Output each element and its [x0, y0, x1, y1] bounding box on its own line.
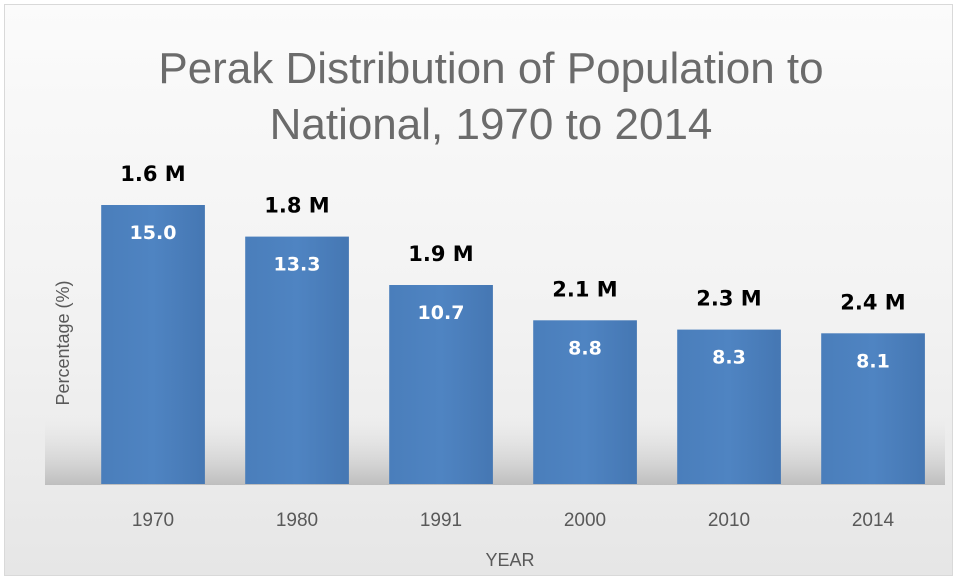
data-label-1970: 15.0: [130, 222, 177, 244]
x-tick-1991: 1991: [420, 510, 462, 531]
population-annotation-2010: 2.3 M: [696, 287, 761, 311]
data-label-2000: 8.8: [568, 337, 602, 359]
x-tick-1980: 1980: [276, 510, 318, 531]
x-tick-2010: 2010: [708, 510, 750, 531]
x-tick-2014: 2014: [852, 510, 895, 531]
chart-area: Perak Distribution of Population to Nati…: [4, 4, 953, 576]
bar-2014: [821, 333, 925, 484]
bar-chart: Perak Distribution of Population to Nati…: [45, 44, 945, 570]
chart-title-line-2: National, 1970 to 2014: [270, 100, 713, 149]
bars-group: 15.0 1.6 M 1970 13.3 1.8 M 1980 10.7 1.9 M 1991 8…: [101, 162, 925, 531]
bar-1970: [101, 205, 205, 484]
population-annotation-2014: 2.4 M: [840, 290, 905, 314]
bar-1980: [245, 236, 349, 484]
bar-2010: [677, 329, 781, 484]
x-axis-label: YEAR: [485, 550, 534, 570]
bar-1991: [389, 285, 493, 484]
data-label-1980: 13.3: [274, 254, 321, 276]
chart-title-line-1: Perak Distribution of Population to: [158, 44, 823, 93]
data-label-2010: 8.3: [712, 347, 746, 369]
y-axis-label: Percentage (%): [53, 280, 73, 405]
x-tick-1970: 1970: [132, 510, 174, 531]
x-tick-2000: 2000: [564, 510, 606, 531]
data-label-1991: 10.7: [418, 302, 465, 324]
data-label-2014: 8.1: [856, 350, 890, 372]
population-annotation-1980: 1.8 M: [264, 194, 329, 218]
population-annotation-1970: 1.6 M: [120, 162, 185, 186]
population-annotation-2000: 2.1 M: [552, 277, 617, 301]
population-annotation-1991: 1.9 M: [408, 242, 473, 266]
bar-2000: [533, 320, 637, 484]
